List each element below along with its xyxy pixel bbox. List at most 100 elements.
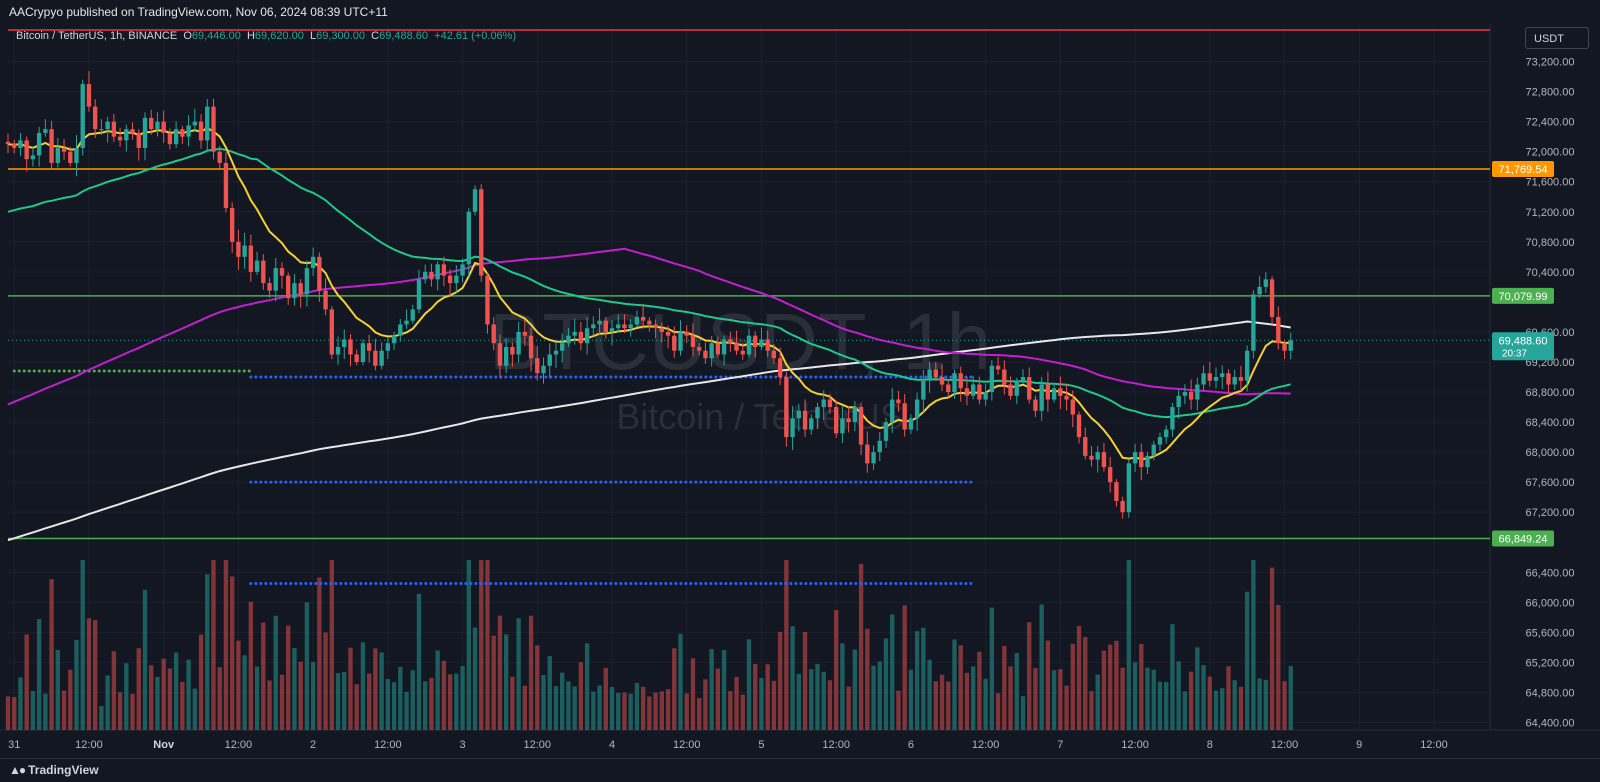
candle-body	[1051, 388, 1057, 400]
volume-bar	[304, 602, 310, 730]
volume-bar	[846, 686, 851, 730]
volume-bar	[1232, 680, 1237, 730]
volume-bar	[497, 615, 503, 730]
volume-bar	[678, 633, 683, 730]
candle-body	[441, 264, 447, 276]
candle-body	[1226, 373, 1231, 385]
level-label: 70,079.99	[1499, 291, 1548, 303]
volume-bar	[672, 648, 677, 730]
x-tick-label: 12:00	[524, 739, 552, 751]
volume-bar	[734, 676, 739, 730]
candle-body	[1008, 384, 1013, 396]
volume-bar	[1114, 640, 1119, 730]
candle-body	[236, 241, 241, 257]
candle-body	[1002, 369, 1007, 385]
candle-body	[460, 264, 465, 276]
price-chart[interactable]: BTCUSDT, 1h Bitcoin / TetherUS 73,200.00…	[0, 24, 1600, 758]
volume-bar	[223, 560, 229, 730]
volume-bar	[74, 639, 79, 730]
candle-body	[759, 339, 764, 347]
candle-body	[1064, 395, 1069, 400]
legend-open-value: 69,446.00	[191, 30, 241, 42]
volume-bar	[43, 693, 48, 730]
volume-bar	[1120, 667, 1125, 730]
volume-bar	[771, 680, 777, 730]
volume-bar	[890, 614, 895, 730]
y-tick-label: 65,600.00	[1526, 627, 1575, 639]
volume-bar	[385, 679, 391, 730]
volume-bar	[1257, 678, 1262, 730]
volume-bar	[703, 679, 708, 730]
candlesticks[interactable]	[5, 71, 1293, 519]
ma-white-line	[7, 320, 1291, 542]
last-price-label-bg	[1492, 332, 1554, 361]
volume-bar	[1039, 604, 1044, 730]
candle-body	[815, 407, 820, 419]
volume-bar	[622, 692, 627, 730]
candle-body	[690, 335, 696, 347]
volume-bar	[1182, 691, 1188, 730]
legend-change: +42.61 (+0.06%)	[434, 30, 517, 42]
candle-body	[479, 189, 484, 276]
legend-low-value: 69,300.00	[316, 30, 366, 42]
candle-body	[1220, 373, 1225, 377]
legend-symbol: Bitcoin / TetherUS, 1h, BINANCE	[16, 30, 178, 42]
volume-bar	[1244, 591, 1250, 730]
candle-body	[86, 84, 92, 107]
candle-body	[43, 129, 48, 133]
volume-bar	[616, 692, 621, 730]
legend-low-label: L	[309, 30, 317, 42]
level-label-bg	[1492, 160, 1554, 177]
candle-body	[921, 380, 926, 400]
tradingview-logo-icon: ▲●	[9, 763, 26, 777]
volume-bar	[173, 652, 179, 730]
volume-bar	[130, 693, 135, 730]
volume-bar	[1083, 636, 1088, 730]
volume-bar	[995, 693, 1001, 730]
candle-body	[1033, 399, 1038, 411]
y-tick-label: 72,000.00	[1526, 147, 1575, 159]
candle-body	[155, 121, 160, 130]
candle-body	[946, 384, 951, 393]
volume-bar	[553, 686, 559, 730]
candle-body	[1201, 373, 1206, 385]
y-tick-label: 70,400.00	[1526, 267, 1575, 279]
volume-bar	[12, 697, 17, 730]
candle-body	[771, 350, 777, 359]
candle-body	[970, 384, 976, 396]
currency-selector[interactable]: USDT	[1525, 27, 1589, 49]
candle-body	[510, 346, 515, 355]
candle-body	[5, 141, 11, 145]
candle-body	[802, 410, 808, 430]
candle-body	[1157, 437, 1163, 445]
volume-bar	[186, 659, 191, 730]
candle-body	[1039, 384, 1044, 411]
volume-bar	[429, 677, 434, 730]
candle-body	[342, 339, 347, 347]
volume-bar	[1288, 665, 1293, 730]
volume-bar	[1132, 662, 1138, 730]
time-axis[interactable]: 31 12:00 Nov 12:00 2 12:00 3 12:00 4 12:00 5 12:00 6…	[8, 739, 1448, 751]
volume-bar	[977, 651, 982, 730]
tradingview-brand[interactable]: ▲● TradingView	[9, 763, 99, 777]
candle-body	[516, 331, 521, 355]
volume-bar	[503, 634, 509, 730]
volume-bar	[1207, 676, 1212, 730]
candle-body	[292, 283, 297, 299]
y-tick-label: 65,200.00	[1526, 657, 1575, 669]
price-axis[interactable]: 73,200.00 72,800.00 72,400.00 72,000.00 71,6…	[1526, 57, 1575, 730]
volume-bar	[740, 694, 745, 730]
x-tick-label: 12:00	[673, 739, 701, 751]
candle-body	[796, 410, 801, 419]
candle-body	[933, 369, 938, 377]
footer-bar: ▲● TradingView	[0, 758, 1600, 782]
candle-body	[454, 275, 459, 284]
y-tick-label: 66,400.00	[1526, 567, 1575, 579]
candle-body	[765, 339, 770, 351]
volume-bar	[323, 632, 328, 730]
volume-bar	[254, 666, 260, 730]
volume-bar	[591, 691, 596, 730]
volume-bar	[528, 615, 534, 730]
volume-bar	[908, 669, 914, 730]
candle-body	[192, 121, 197, 126]
